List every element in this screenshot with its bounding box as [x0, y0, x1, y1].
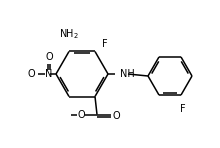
Text: O: O — [27, 69, 35, 79]
Text: O: O — [112, 111, 120, 120]
Text: N: N — [45, 69, 53, 79]
Text: F: F — [102, 40, 108, 49]
Text: F: F — [180, 104, 186, 114]
Text: NH$_2$: NH$_2$ — [59, 28, 79, 41]
Text: O: O — [45, 52, 53, 62]
Text: NH: NH — [120, 69, 135, 79]
Text: O: O — [77, 110, 85, 120]
